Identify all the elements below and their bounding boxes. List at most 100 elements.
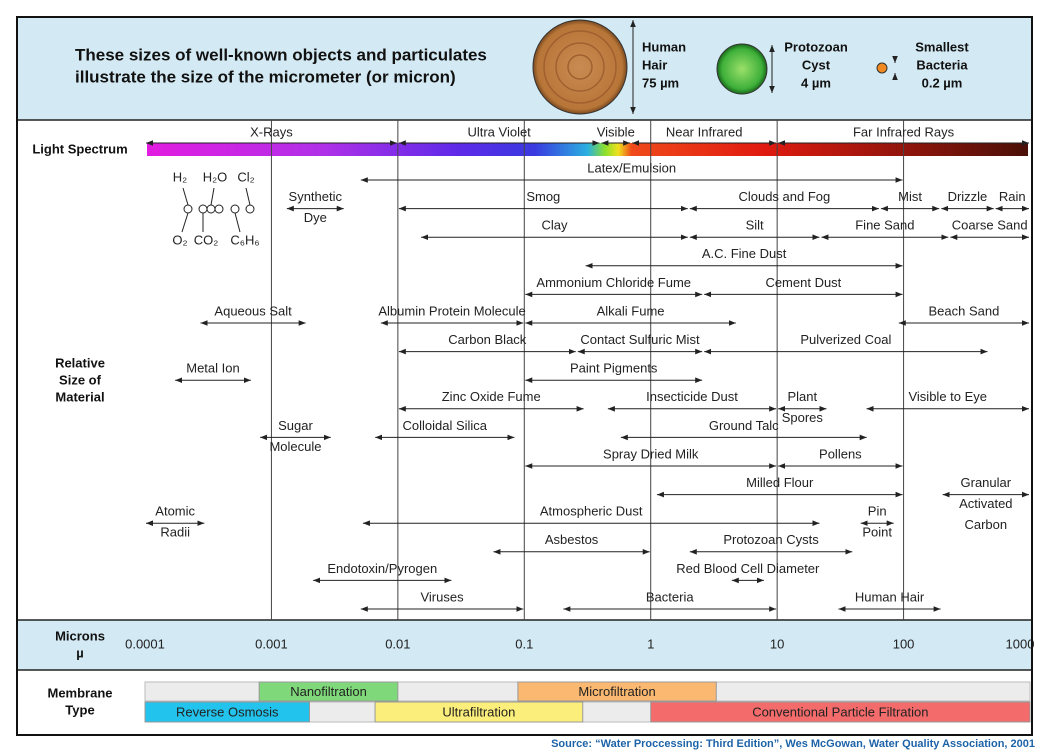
size-label: Plant <box>787 389 817 404</box>
membrane-bar <box>374 701 584 723</box>
spectrum-label: X-Rays <box>250 124 293 139</box>
object-name: Bacteria <box>916 57 968 72</box>
object-name: Human <box>642 39 686 54</box>
size-label: Molecule <box>269 439 321 454</box>
size-label: Activated <box>959 496 1012 511</box>
frame <box>16 16 1033 736</box>
x-tick-label: 1 <box>647 636 654 651</box>
molecule-label: O₂ <box>172 232 187 247</box>
x-tick-label: 1000 <box>1006 636 1035 651</box>
size-label: Clay <box>541 218 568 233</box>
size-label: Insecticide Dust <box>646 389 738 404</box>
header-title: illustrate the size of the micrometer (o… <box>75 67 456 86</box>
membrane-label: Nanofiltration <box>290 684 367 699</box>
molecule-label: C₆H₆ <box>230 232 259 247</box>
size-label: Viruses <box>420 589 464 604</box>
size-label: Milled Flour <box>746 475 814 490</box>
size-label: Granular <box>961 475 1012 490</box>
object-name: Protozoan <box>784 39 848 54</box>
size-label: Zinc Oxide Fume <box>442 389 541 404</box>
size-label: Clouds and Fog <box>738 189 830 204</box>
row-label: Light Spectrum <box>32 141 127 156</box>
row-label: Relative <box>55 355 105 370</box>
size-label: Cement Dust <box>765 275 841 290</box>
size-label: Asbestos <box>545 532 599 547</box>
size-label: Albumin Protein Molecule <box>378 303 525 318</box>
size-label: Atomic <box>155 504 195 519</box>
membrane-label: Ultrafiltration <box>442 704 515 719</box>
size-label: Alkali Fume <box>597 303 665 318</box>
size-label: Aqueous Salt <box>214 303 292 318</box>
membrane-bar <box>650 701 1031 723</box>
size-label: Red Blood Cell Diameter <box>676 561 820 576</box>
size-label: Paint Pigments <box>570 361 658 376</box>
source: Source: “Water Proccessing: Third Editio… <box>551 738 1035 750</box>
x-tick-label: 100 <box>893 636 915 651</box>
size-label: Human Hair <box>855 589 925 604</box>
spectrum-label: Far Infrared Rays <box>853 124 955 139</box>
size-label: Latex/Emulsion <box>587 160 676 175</box>
size-label: Mist <box>898 189 922 204</box>
size-label: Endotoxin/Pyrogen <box>327 561 437 576</box>
membrane-label: Reverse Osmosis <box>176 704 279 719</box>
molecule-label: Cl₂ <box>237 169 254 184</box>
spectrum-label: Visible <box>597 124 635 139</box>
size-label: A.C. Fine Dust <box>702 246 787 261</box>
object-name: Hair <box>642 57 667 72</box>
membrane-label: Microfiltration <box>578 684 655 699</box>
molecule-label: H₂ <box>173 169 187 184</box>
size-label: Protozoan Cysts <box>723 532 819 547</box>
size-label: Ground Talc <box>709 418 779 433</box>
object-name: Smallest <box>915 39 969 54</box>
cyst-icon <box>716 43 775 95</box>
row-label: Membrane <box>47 685 112 700</box>
row-label: Microns <box>55 628 105 643</box>
membrane-label: Conventional Particle Filtration <box>752 704 928 719</box>
membrane-bar <box>517 681 717 702</box>
size-label: Silt <box>746 218 764 233</box>
membrane-bar <box>144 701 310 723</box>
x-tick-label: 0.01 <box>385 636 410 651</box>
molecule-label: CO₂ <box>194 232 219 247</box>
size-label: Synthetic <box>289 189 343 204</box>
size-label: Pin <box>868 504 887 519</box>
object-size: 0.2 µm <box>922 75 963 90</box>
object-size: 75 µm <box>642 75 679 90</box>
size-label: Carbon <box>964 517 1007 532</box>
size-label: Pollens <box>819 446 862 461</box>
row-label: µ <box>76 645 84 660</box>
size-label: Smog <box>526 189 560 204</box>
membrane-bar <box>258 681 399 702</box>
size-label: Beach Sand <box>928 303 999 318</box>
size-label: Contact Sulfuric Mist <box>580 332 700 347</box>
size-label: Coarse Sand <box>952 218 1028 233</box>
header-band <box>17 17 1032 120</box>
row-label: Material <box>55 389 104 404</box>
size-label: Bacteria <box>646 589 694 604</box>
x-tick-label: 0.1 <box>515 636 533 651</box>
x-tick-label: 0.0001 <box>125 636 165 651</box>
size-label: Radii <box>160 525 190 540</box>
size-label: Visible to Eye <box>908 389 987 404</box>
size-label: Spores <box>782 410 824 425</box>
object-name: Cyst <box>802 57 831 72</box>
spectrum-label: Ultra Violet <box>467 124 531 139</box>
size-label: Atmospheric Dust <box>540 504 643 519</box>
bacteria-icon <box>876 56 898 80</box>
size-label: Metal Ion <box>186 361 239 376</box>
size-label: Ammonium Chloride Fume <box>536 275 691 290</box>
spectrum-label: Near Infrared <box>666 124 743 139</box>
hair-icon <box>532 19 636 115</box>
size-label: Pulverized Coal <box>800 332 891 347</box>
size-label: Point <box>862 525 892 540</box>
x-tick-label: 0.001 <box>255 636 288 651</box>
row-label: Size of <box>59 372 102 387</box>
size-label: Fine Sand <box>855 218 914 233</box>
x-tick-label: 10 <box>770 636 784 651</box>
size-label: Spray Dried Milk <box>603 446 699 461</box>
object-size: 4 µm <box>801 75 831 90</box>
size-label: Carbon Black <box>448 332 527 347</box>
microns-band <box>17 620 1032 670</box>
row-label: Type <box>65 702 94 717</box>
